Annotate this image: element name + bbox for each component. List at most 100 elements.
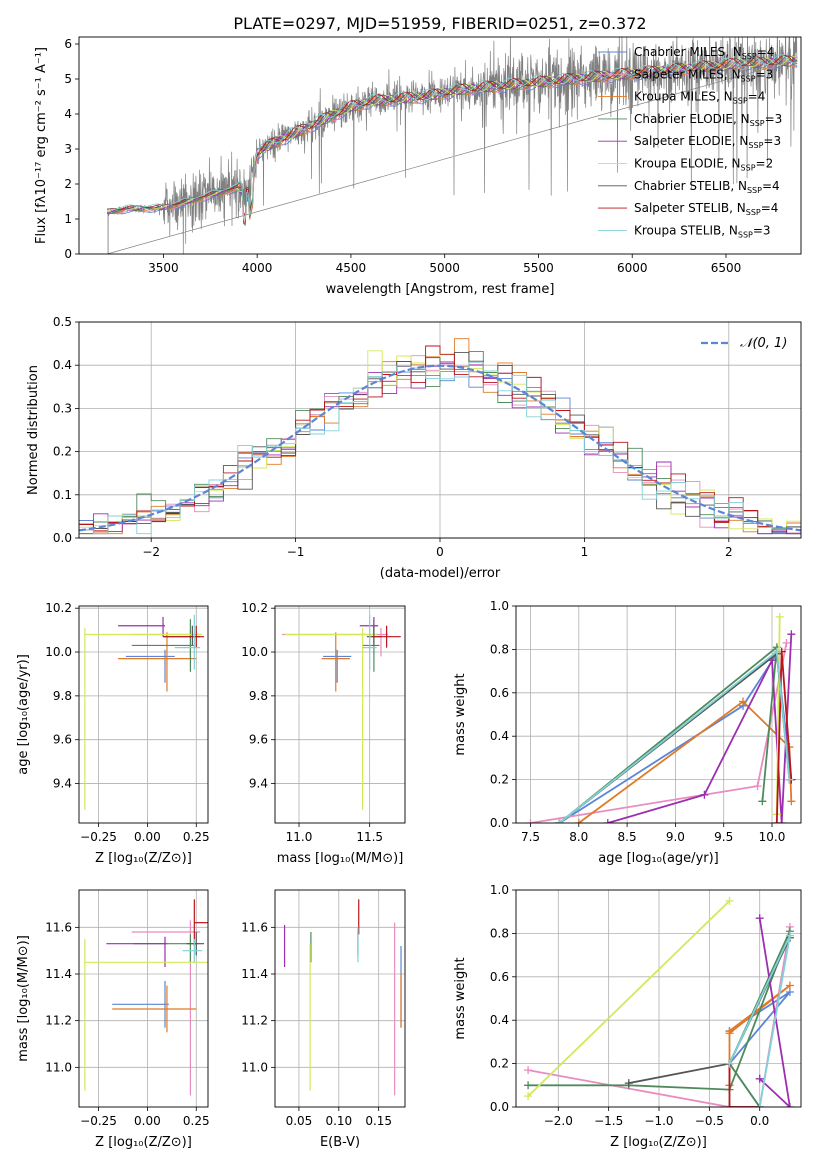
plot-area xyxy=(526,612,796,823)
x-tick-label: 8.0 xyxy=(569,830,588,844)
x-tick-label: 0.15 xyxy=(365,1114,392,1128)
x-tick-label: −2.0 xyxy=(544,1114,573,1128)
y-tick-label: 0.4 xyxy=(490,1013,509,1027)
x-axis-label: E(B-V) xyxy=(320,1135,360,1150)
y-tick-label: 3 xyxy=(64,142,72,156)
legend-label: Kroupa ELODIE, NSSP=2 xyxy=(634,157,773,173)
x-tick-label: 9.5 xyxy=(714,830,733,844)
weight-marker xyxy=(785,1103,794,1107)
y-tick-label: 1.0 xyxy=(490,883,509,897)
axes-frame xyxy=(78,605,209,824)
histogram-salpeter-stelib xyxy=(79,345,801,533)
weight-marker xyxy=(772,819,781,823)
y-axis-label: mass [log₁₀(M/M⊙)] xyxy=(16,935,31,1062)
x-tick-label: 0.0 xyxy=(750,1114,769,1128)
legend-label: Chabrier STELIB, NSSP=4 xyxy=(634,179,780,195)
errorbar-point xyxy=(133,934,199,963)
errorbar-point xyxy=(366,625,381,646)
x-tick-label: −0.25 xyxy=(80,830,117,844)
x-axis-label: wavelength [Angstrom, rest frame] xyxy=(326,282,555,297)
x-tick-label: 0.00 xyxy=(134,830,161,844)
x-tick-label: 9.0 xyxy=(666,830,685,844)
weight-marker xyxy=(753,782,762,791)
y-tick-label: 0.5 xyxy=(53,315,72,329)
histogram-kroupa-stelib xyxy=(79,361,801,535)
x-tick-label: −1.0 xyxy=(644,1114,673,1128)
weight-marker xyxy=(775,612,784,621)
y-tick-label: 0.8 xyxy=(490,926,509,940)
axes-frame xyxy=(274,889,406,1108)
y-tick-label: 0.2 xyxy=(490,773,509,787)
errorbar-point xyxy=(372,625,401,648)
model-spectrum-chabrier-stelib xyxy=(106,55,798,216)
y-tick-label: 2 xyxy=(64,177,72,191)
x-tick-label: 5500 xyxy=(523,261,554,275)
y-tick-label: 5 xyxy=(64,72,72,86)
x-tick-label: 3500 xyxy=(148,261,179,275)
errorbar-point xyxy=(362,614,377,670)
y-tick-label: 11.0 xyxy=(45,1060,72,1074)
x-tick-label: −0.5 xyxy=(695,1114,724,1128)
y-tick-label: 9.4 xyxy=(249,777,268,791)
axes-frame xyxy=(78,889,209,1108)
x-tick-label: 4500 xyxy=(336,261,367,275)
y-axis-label: mass weight xyxy=(453,957,468,1039)
legend-label: Chabrier ELODIE, NSSP=3 xyxy=(634,112,782,128)
x-tick-label: −2 xyxy=(142,545,160,559)
weight-marker xyxy=(739,697,748,706)
errorbar-point xyxy=(118,616,165,637)
panel-mass-vs-EBV: 0.05 0.10 0.15 11.0 11.2 11.4 11.6 E(B-V) xyxy=(241,889,406,1150)
plot-area xyxy=(282,614,401,810)
errorbar-point xyxy=(112,985,197,1033)
y-tick-label: 0.2 xyxy=(53,445,72,459)
x-tick-label: 7.5 xyxy=(521,830,540,844)
x-tick-label: 0.25 xyxy=(183,830,210,844)
plot-area xyxy=(79,338,801,535)
x-axis-label: Z [log₁₀(Z/Z⊙)] xyxy=(95,1135,192,1150)
y-tick-label: 11.4 xyxy=(241,967,268,981)
y-tick-label: 11.6 xyxy=(45,920,72,934)
x-tick-label: 6000 xyxy=(617,261,648,275)
axes-frame xyxy=(78,36,802,255)
figure-title: PLATE=0297, MJD=51959, FIBERID=0251, z=0… xyxy=(233,14,646,33)
model-spectrum-chabrier-elodie xyxy=(107,58,798,227)
legend-label: Salpeter ELODIE, NSSP=3 xyxy=(634,134,781,150)
panel-spectrum: 3500 4000 4500 5000 5500 6000 6500 0 1 2 3 4 5 6 wavel… xyxy=(34,36,802,297)
y-tick-label: 0.6 xyxy=(490,686,509,700)
panel-residuals: −2 −1 0 1 2 0.0 0.1 0.2 0.3 0.4 0.5 (data-model)/er… xyxy=(26,315,802,581)
weight-marker xyxy=(777,819,786,823)
data-spectrum-line xyxy=(106,37,798,254)
y-axis-label: Normed distribution xyxy=(26,365,41,495)
y-tick-label: 10.2 xyxy=(241,601,268,615)
weight-marker xyxy=(725,1103,734,1107)
model-spectrum-kroupa-stelib xyxy=(107,54,798,220)
errorbar-point xyxy=(362,619,380,672)
errorbar-point xyxy=(193,899,208,946)
x-tick-label: 5000 xyxy=(429,261,460,275)
errorbar-point xyxy=(321,632,350,692)
legend-label: Salpeter MILES, NSSP=3 xyxy=(634,67,773,83)
x-axis-label: (data-model)/error xyxy=(380,566,501,581)
errorbar-point xyxy=(174,614,201,670)
plot-area xyxy=(283,899,402,1096)
panel-age-vs-mass: 11.0 11.5 9.4 9.6 9.8 10.0 10.2 mass [log₁₀(M/M… xyxy=(241,601,406,866)
legend: 𝒩(0, 1) xyxy=(701,336,787,351)
weight-marker xyxy=(524,1081,533,1090)
x-axis-label: Z [log₁₀(Z/Z⊙)] xyxy=(95,851,192,866)
weight-line-kroupa-stelib xyxy=(558,649,791,823)
y-tick-label: 0.0 xyxy=(490,1100,509,1114)
weight-marker xyxy=(526,819,535,823)
legend-label: 𝒩(0, 1) xyxy=(740,336,787,351)
plot-area xyxy=(106,37,798,254)
x-tick-label: 11.0 xyxy=(286,830,313,844)
weight-marker xyxy=(787,797,796,806)
y-tick-label: 11.2 xyxy=(241,1014,268,1028)
legend-label: Kroupa STELIB, NSSP=3 xyxy=(634,223,771,239)
weight-marker xyxy=(772,647,781,656)
histogram-chabrier-stelib xyxy=(79,351,801,535)
weight-marker xyxy=(785,931,794,940)
y-tick-label: 0.8 xyxy=(490,642,509,656)
weight-marker xyxy=(624,1079,633,1088)
y-tick-label: 0.2 xyxy=(490,1057,509,1071)
